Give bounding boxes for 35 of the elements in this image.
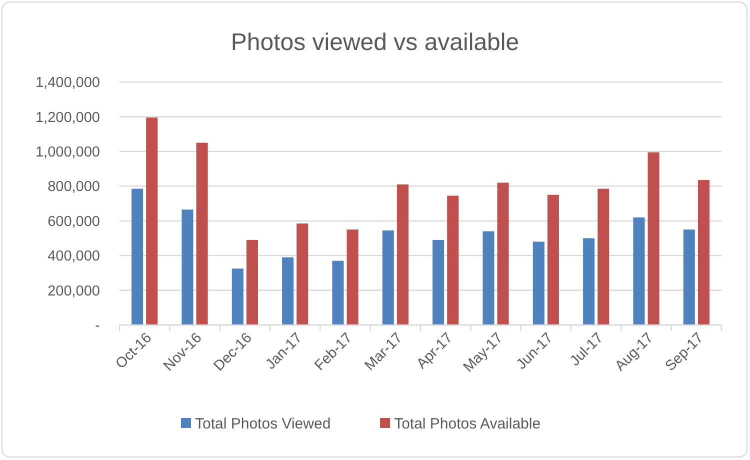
y-tick-label: 1,000,000 [35,144,100,161]
bar [648,152,660,325]
bar [432,240,444,325]
y-tick-label: 1,200,000 [35,110,100,126]
bar [532,242,544,325]
y-tick-label: 800,000 [48,179,100,196]
bar [698,180,710,325]
bar [246,240,258,325]
bar [547,194,559,325]
bar [497,182,509,325]
y-tick-label: 1,400,000 [35,75,100,92]
y-tick-label: 200,000 [48,283,100,300]
bar [146,118,158,325]
y-tick-label: 400,000 [48,248,100,265]
bar [583,238,595,325]
bar [332,260,344,325]
bar [132,188,144,325]
bar [633,217,645,325]
bar [282,257,294,325]
bar [346,230,358,325]
bar [196,142,208,325]
bar [683,230,695,325]
y-tick-label: 600,000 [48,214,100,230]
bar [382,230,394,325]
legend-label: Total Photos Available [394,415,541,432]
bar [296,223,308,325]
y-tick-label: - [95,318,100,334]
bar [182,210,194,325]
chart-title: Photos viewed vs available [230,29,520,56]
bar [598,188,610,325]
bar [447,196,459,325]
bar [482,231,494,325]
bar [396,184,408,325]
bar [232,268,244,325]
legend-label: Total Photos Viewed [195,415,331,432]
